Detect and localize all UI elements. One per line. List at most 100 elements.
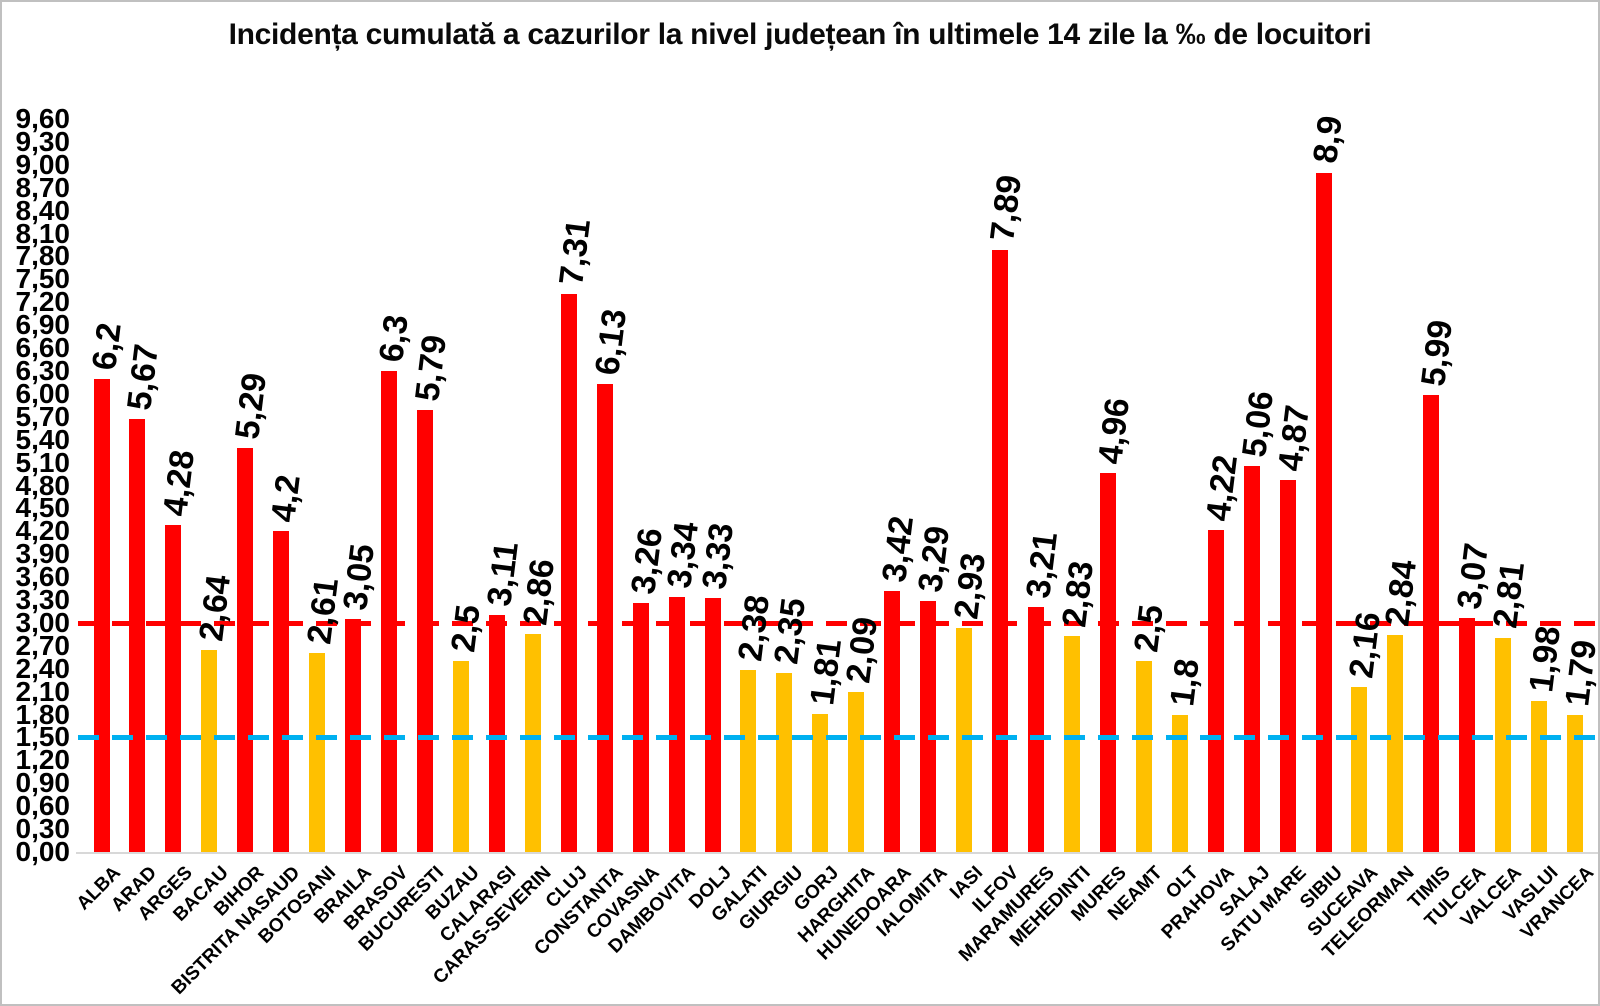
y-axis-tick-label: 6,00 (15, 377, 71, 409)
bar (309, 652, 326, 852)
y-axis-tick-label: 2,40 (15, 652, 71, 684)
bar (884, 590, 901, 852)
bar-value-label: 4,96 (1091, 396, 1137, 467)
y-axis-tick-label: 3,90 (15, 538, 71, 570)
bar (704, 597, 721, 852)
bar-value-label: 3,21 (1019, 529, 1065, 601)
bar (812, 713, 829, 852)
y-axis-tick-label: 5,10 (15, 446, 71, 478)
bar-value-label: 4,2 (264, 473, 308, 525)
y-axis-tick-label: 8,40 (15, 194, 71, 226)
bar (1063, 635, 1080, 852)
y-axis-tick-label: 0,30 (15, 813, 71, 845)
bar (1567, 715, 1583, 852)
bar (524, 633, 541, 852)
y-axis-tick-label: 9,00 (15, 148, 71, 180)
y-axis-tick-label: 3,60 (15, 561, 71, 593)
bar-value-label: 2,35 (767, 595, 814, 666)
bar (1279, 480, 1296, 852)
bar-value-label: 2,09 (839, 615, 886, 686)
bar-value-label: 2,86 (516, 556, 562, 627)
bar-value-label: 2,64 (192, 573, 239, 644)
bar-value-label: 5,29 (228, 371, 275, 442)
bar-value-label: 3,33 (695, 520, 742, 591)
bar-value-label: 2,93 (947, 551, 994, 622)
y-axis-tick-label: 5,40 (15, 423, 71, 455)
bar (1099, 473, 1116, 852)
y-axis-tick-label: 2,70 (15, 629, 71, 661)
y-axis-tick-label: 0,90 (15, 767, 71, 799)
y-axis-tick-label: 9,60 (15, 103, 71, 135)
bar-value-label: 5,99 (1414, 317, 1461, 388)
bar (93, 378, 110, 852)
bar (452, 661, 469, 852)
bar-value-label: 1,8 (1162, 656, 1207, 708)
bar (488, 614, 505, 852)
bar (992, 249, 1008, 852)
bar (1531, 700, 1548, 852)
bar-value-label: 7,89 (983, 172, 1030, 243)
y-axis-tick-label: 1,50 (15, 721, 71, 753)
bar (237, 448, 254, 852)
bar-value-label: 1,79 (1558, 638, 1600, 709)
bar-value-label: 6,3 (372, 312, 416, 365)
y-axis-tick-label: 6,30 (15, 354, 71, 386)
bar (201, 650, 218, 852)
bar (1459, 617, 1476, 852)
y-axis-tick-label: 6,90 (15, 309, 71, 341)
bar (740, 670, 757, 852)
y-axis-tick-label: 5,70 (15, 400, 71, 432)
bar (1027, 606, 1044, 852)
bar-value-label: 2,5 (444, 602, 488, 655)
y-axis-tick-label: 1,20 (15, 744, 71, 776)
y-axis-tick-label: 2,10 (15, 675, 71, 707)
bar (1315, 172, 1332, 852)
bar-value-label: 5,06 (1234, 388, 1281, 459)
y-axis-tick-label: 4,20 (15, 515, 71, 547)
bar (668, 597, 685, 852)
bar-value-label: 4,87 (1270, 403, 1317, 474)
bar-value-label: 2,5 (1127, 602, 1171, 655)
bar-value-label: 7,31 (551, 216, 598, 288)
bar (596, 384, 613, 852)
bar-value-label: 3,07 (1450, 540, 1497, 611)
y-axis-tick-label: 1,80 (15, 698, 71, 730)
chart-title: Incidența cumulată a cazurilor la nivel … (228, 18, 1372, 51)
bar (632, 603, 649, 852)
red-threshold-dashed-line (78, 620, 1598, 626)
y-axis-tick-label: 3,30 (15, 584, 71, 616)
bar (848, 692, 865, 852)
bar-value-label: 3,29 (911, 523, 958, 595)
bar-value-label: 8,9 (1306, 114, 1351, 166)
bar (776, 672, 793, 852)
y-axis-tick-label: 4,80 (15, 469, 71, 501)
bar-value-label: 4,28 (156, 448, 203, 519)
bar (129, 419, 146, 852)
bar-value-label: 6,13 (587, 306, 634, 378)
y-axis-tick-label: 7,20 (15, 286, 71, 318)
y-axis-tick-label: 0,00 (15, 836, 71, 867)
y-axis-tick-label: 8,70 (15, 171, 71, 203)
bar-value-label: 4,22 (1198, 452, 1245, 524)
bar (560, 293, 577, 852)
bar-value-label: 3,05 (336, 542, 383, 613)
bar-value-label: 5,79 (408, 332, 455, 404)
x-axis-line (76, 852, 1598, 854)
y-axis-tick-label: 6,60 (15, 332, 71, 364)
bar (956, 628, 973, 852)
y-axis-tick-label: 7,80 (15, 240, 71, 272)
blue-threshold-dashed-line (78, 735, 1598, 740)
bar (273, 531, 290, 852)
y-axis-tick-label: 9,30 (15, 125, 71, 157)
bar-value-label: 2,84 (1378, 558, 1425, 629)
bar (920, 600, 937, 852)
bar (1243, 465, 1260, 852)
bar (1207, 529, 1224, 852)
bar (165, 525, 182, 852)
y-axis-tick-label: 3,00 (15, 606, 71, 638)
bar-value-label: 3,11 (480, 539, 526, 608)
bar (1351, 687, 1368, 852)
y-axis-tick-label: 0,60 (15, 790, 71, 822)
y-axis-tick-label: 7,50 (15, 263, 71, 295)
